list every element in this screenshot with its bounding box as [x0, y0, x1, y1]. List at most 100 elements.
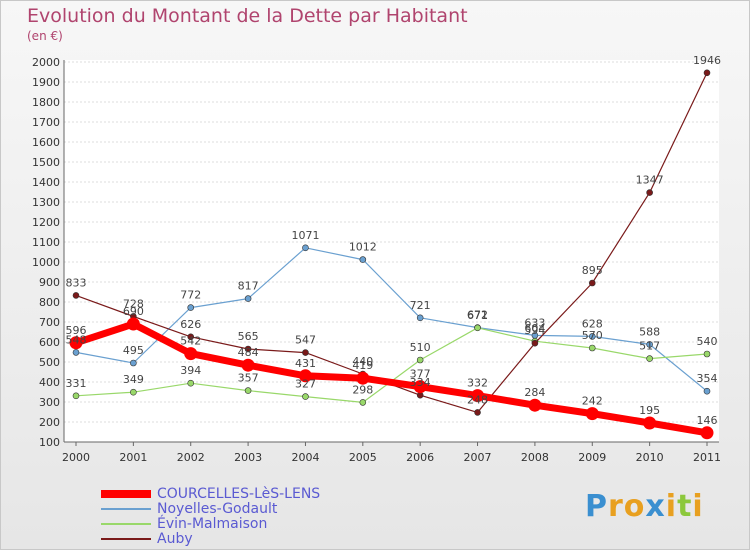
data-point — [187, 333, 195, 341]
data-label: 547 — [295, 334, 316, 347]
data-label: 331 — [66, 377, 87, 390]
plot-area — [64, 60, 719, 442]
data-label: 354 — [697, 372, 718, 385]
data-point — [643, 416, 657, 430]
data-point — [703, 387, 711, 395]
y-tick-label: 600 — [39, 336, 60, 349]
data-point — [126, 317, 140, 331]
data-point — [187, 379, 195, 387]
data-label: 195 — [639, 404, 660, 417]
data-label: 377 — [410, 368, 431, 381]
legend-swatch — [101, 523, 151, 525]
data-label: 772 — [180, 289, 201, 302]
legend-label: Noyelles-Godault — [157, 501, 278, 517]
data-label: 517 — [639, 340, 660, 353]
data-label: 633 — [524, 316, 545, 329]
data-point — [72, 392, 80, 400]
data-point — [184, 347, 198, 361]
data-point — [703, 350, 711, 358]
series-line — [72, 320, 711, 437]
data-label: 1071 — [291, 229, 319, 242]
data-label: 242 — [582, 395, 603, 408]
y-tick-label: 400 — [39, 376, 60, 389]
data-point — [474, 409, 481, 416]
data-point — [474, 324, 481, 332]
data-label: 690 — [123, 305, 144, 318]
data-point — [528, 398, 542, 412]
data-label: 484 — [238, 346, 259, 359]
legend-item: COURCELLES-LèS-LENS — [101, 486, 320, 502]
data-point — [416, 314, 424, 322]
data-label: 542 — [180, 335, 201, 348]
data-point — [72, 292, 80, 299]
y-tick-label: 1100 — [32, 236, 60, 249]
x-tick-label: 2007 — [464, 451, 492, 464]
data-label: 431 — [295, 357, 316, 370]
data-point — [646, 189, 653, 196]
y-tick-label: 900 — [39, 276, 60, 289]
data-label: 817 — [238, 280, 259, 293]
y-tick-label: 1800 — [32, 96, 60, 109]
logo-letter: o — [623, 489, 646, 524]
y-tick-label: 500 — [39, 356, 60, 369]
legend-item: Évin-Malmaison — [101, 516, 267, 532]
x-tick-label: 2002 — [177, 451, 205, 464]
data-point — [585, 407, 599, 421]
data-label: 495 — [123, 344, 144, 357]
data-label: 570 — [582, 329, 603, 342]
y-tick-label: 1600 — [32, 136, 60, 149]
data-point — [187, 304, 195, 311]
data-label: 248 — [467, 393, 488, 406]
y-tick-label: 800 — [39, 296, 60, 309]
data-label: 510 — [410, 341, 431, 354]
logo-letter: i — [665, 489, 678, 524]
data-point — [244, 387, 252, 394]
legend-item: Noyelles-Godault — [101, 501, 277, 517]
data-label: 332 — [467, 377, 488, 390]
data-point — [244, 345, 252, 353]
y-tick-label: 200 — [39, 416, 60, 429]
legend-label: COURCELLES-LèS-LENS — [157, 486, 321, 502]
data-label: 565 — [238, 330, 259, 343]
legend-label: Auby — [157, 531, 193, 547]
legend-swatch — [101, 538, 151, 540]
data-label: 540 — [697, 335, 718, 348]
data-label: 833 — [66, 276, 87, 289]
y-tick-label: 1000 — [32, 256, 60, 269]
data-point — [302, 244, 309, 252]
data-label: 604 — [524, 322, 545, 335]
chart-title: Evolution du Montant de la Dette par Hab… — [27, 5, 468, 27]
data-label: 721 — [410, 299, 431, 312]
data-label: 728 — [123, 297, 144, 310]
logo-letter: i — [692, 489, 704, 524]
x-tick-label: 2010 — [636, 451, 664, 464]
data-label: 357 — [238, 372, 259, 385]
chart-subtitle: (en €) — [27, 29, 63, 43]
data-point — [72, 349, 80, 356]
x-tick-label: 2001 — [119, 451, 147, 464]
data-label: 284 — [524, 386, 545, 399]
data-point — [588, 279, 596, 287]
y-tick-label: 1700 — [32, 116, 60, 129]
x-tick-label: 2009 — [578, 451, 606, 464]
series-line — [75, 247, 708, 392]
x-tick-label: 2000 — [62, 451, 90, 464]
data-point — [69, 336, 83, 350]
data-label: 628 — [582, 317, 603, 330]
data-point — [588, 333, 596, 340]
data-label: 146 — [697, 414, 718, 427]
legend-label: Évin-Malmaison — [157, 516, 268, 532]
legend-item: Auby — [101, 531, 193, 547]
legend-swatch — [101, 508, 151, 510]
x-tick-label: 2005 — [349, 451, 377, 464]
data-point — [359, 256, 367, 263]
data-point — [244, 295, 252, 302]
x-tick-label: 2003 — [234, 451, 262, 464]
y-tick-label: 1300 — [32, 196, 60, 209]
x-tick-label: 2011 — [693, 451, 721, 464]
data-point — [416, 356, 424, 364]
x-tick-label: 2004 — [291, 451, 319, 464]
data-point — [646, 355, 653, 362]
data-point — [359, 399, 367, 406]
data-label: 394 — [180, 364, 201, 377]
